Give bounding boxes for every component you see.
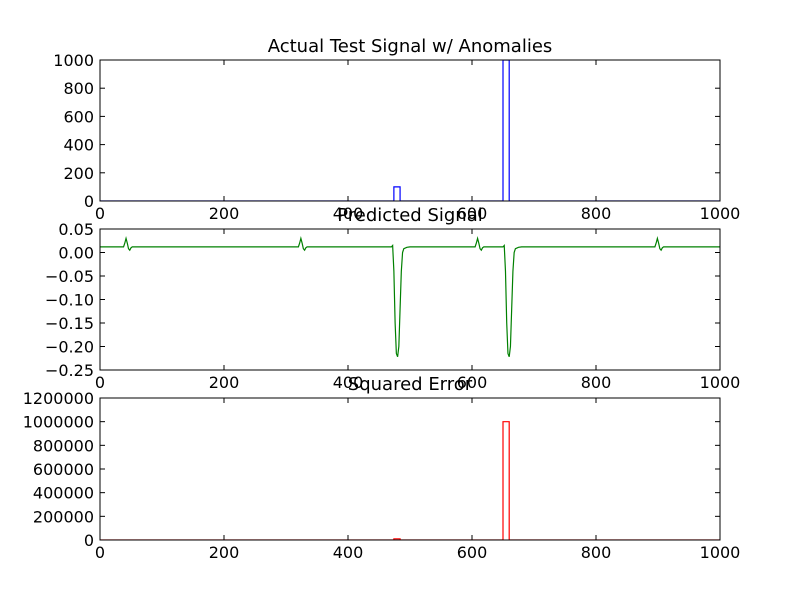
y-tick-label: 0.00	[58, 244, 94, 263]
axes-frame	[99, 397, 721, 541]
x-tick-label: 400	[333, 373, 364, 392]
y-tick-label: 800000	[33, 436, 94, 455]
x-tick-label: 1000	[700, 373, 741, 392]
x-tick-label: 600	[457, 204, 488, 223]
subplot-2: 0 200 400 600 800 1000 0.05 0.00 −0.05 −0.10 −0.15…	[45, 205, 740, 392]
chart-title: Predicted Signal	[337, 205, 483, 226]
x-tick-label: 800	[581, 543, 612, 562]
y-tick-label: 0	[84, 531, 94, 550]
y-tick-label: 0.05	[58, 220, 94, 239]
y-tick-label: 200000	[33, 507, 94, 526]
y-tick-label: 800	[63, 79, 94, 98]
axes-frame	[99, 59, 721, 202]
series-line-1-1	[100, 60, 720, 201]
x-tick-label: 0	[95, 204, 105, 223]
x-tick-label: 200	[209, 543, 240, 562]
x-tick-label: 600	[457, 543, 488, 562]
y-tick-label: −0.05	[45, 267, 94, 286]
series-line-3-1	[100, 421, 720, 540]
x-tick-label: 800	[581, 204, 612, 223]
x-tick-label: 0	[95, 543, 105, 562]
x-tick-label: 600	[457, 373, 488, 392]
chart-title: Actual Test Signal w/ Anomalies	[268, 36, 553, 57]
y-tick-label: 600000	[33, 460, 94, 479]
y-tick-label: 0	[84, 192, 94, 211]
x-tick-label: 0	[95, 373, 105, 392]
x-tick-label: 800	[581, 373, 612, 392]
x-tick-label: 200	[209, 373, 240, 392]
y-tick-label: −0.15	[45, 314, 94, 333]
y-tick-label: 1000000	[23, 413, 94, 432]
y-tick-label: −0.25	[45, 361, 94, 380]
x-tick-label: 1000	[700, 543, 741, 562]
y-tick-label: 1000	[53, 51, 94, 70]
y-tick-label: 200	[63, 164, 94, 183]
subplot-1: 0 200 400 600 800 1000 0 200 400 600 800 1000 Actual…	[53, 36, 740, 223]
axes-frame	[99, 228, 721, 371]
series-line-2-1	[100, 236, 720, 358]
x-tick-label: 400	[333, 543, 364, 562]
x-tick-label: 400	[333, 204, 364, 223]
subplot-3: 0 200 400 600 800 100002000004000006000008000…	[23, 374, 741, 562]
chart-title: Squared Error	[348, 374, 473, 395]
y-tick-label: 400	[63, 136, 94, 155]
x-tick-label: 200	[209, 204, 240, 223]
y-tick-label: −0.10	[45, 291, 94, 310]
y-tick-label: 1200000	[23, 389, 94, 408]
x-tick-label: 1000	[700, 204, 741, 223]
y-tick-label: 600	[63, 107, 94, 126]
y-tick-label: 400000	[33, 484, 94, 503]
y-tick-label: −0.20	[45, 338, 94, 357]
